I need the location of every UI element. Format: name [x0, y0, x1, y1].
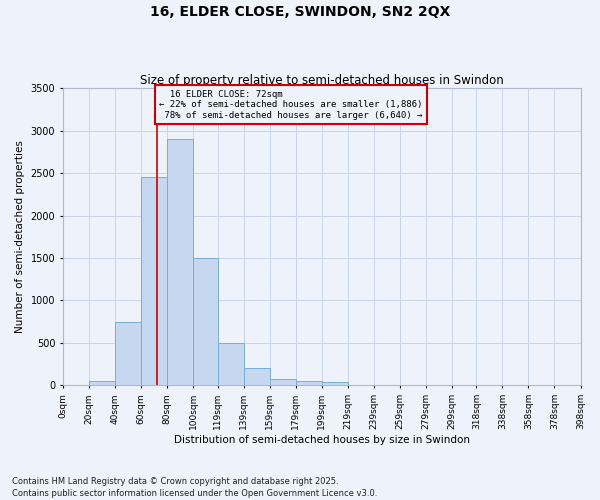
Bar: [167, 139, 193, 386]
Y-axis label: Number of semi-detached properties: Number of semi-detached properties: [15, 140, 25, 333]
Bar: [322, 382, 348, 386]
Bar: [89, 381, 115, 386]
Text: Contains HM Land Registry data © Crown copyright and database right 2025.
Contai: Contains HM Land Registry data © Crown c…: [12, 476, 377, 498]
Text: 16, ELDER CLOSE, SWINDON, SN2 2QX: 16, ELDER CLOSE, SWINDON, SN2 2QX: [150, 5, 450, 19]
Bar: [348, 384, 374, 386]
Bar: [270, 379, 296, 386]
Bar: [141, 178, 167, 386]
Bar: [296, 381, 322, 386]
Bar: [193, 258, 218, 386]
Title: Size of property relative to semi-detached houses in Swindon: Size of property relative to semi-detach…: [140, 74, 503, 87]
Bar: [115, 322, 141, 386]
Bar: [244, 368, 270, 386]
X-axis label: Distribution of semi-detached houses by size in Swindon: Distribution of semi-detached houses by …: [174, 435, 470, 445]
Text: 16 ELDER CLOSE: 72sqm
← 22% of semi-detached houses are smaller (1,886)
 78% of : 16 ELDER CLOSE: 72sqm ← 22% of semi-deta…: [159, 90, 422, 120]
Bar: [218, 343, 244, 386]
